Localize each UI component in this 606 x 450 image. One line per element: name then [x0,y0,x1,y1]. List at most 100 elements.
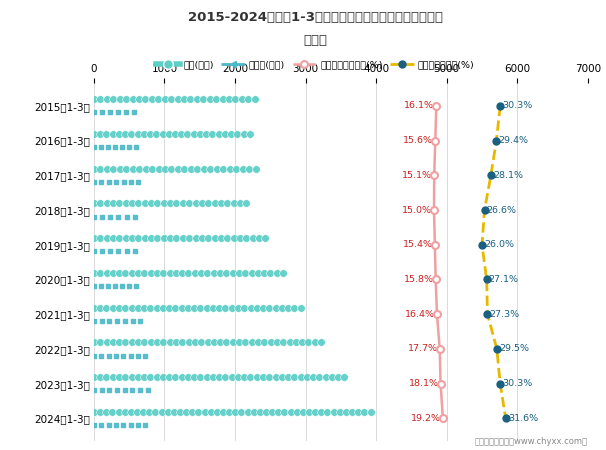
Point [127,339,136,346]
Point [89,304,99,311]
Point [202,339,212,346]
Point [110,144,120,151]
Point [153,200,162,207]
Point [112,178,121,185]
Point [304,408,314,415]
Point [108,165,118,172]
Point [133,234,143,242]
Text: 15.8%: 15.8% [404,275,433,284]
Point [353,408,363,415]
Point [95,269,105,276]
Point [96,165,105,172]
Point [108,374,118,381]
Point [231,165,241,172]
Point [105,213,115,220]
Point [341,408,351,415]
Point [141,165,150,172]
Point [277,374,287,381]
Point [261,408,271,415]
Point [244,165,254,172]
Point [239,304,249,311]
Point [159,200,168,207]
Point [189,374,199,381]
Point [196,269,206,276]
Point [114,248,124,255]
Point [177,374,187,381]
Point [102,200,112,207]
Point [239,130,248,138]
Point [229,234,239,242]
Point [133,304,142,311]
Point [231,96,241,103]
Point [292,408,302,415]
Point [159,234,168,242]
Point [208,374,218,381]
Point [121,109,131,116]
Point [95,130,105,138]
Point [178,269,187,276]
Point [251,165,261,172]
Point [178,200,188,207]
Point [316,339,326,346]
Point [183,304,193,311]
Point [127,269,136,276]
Point [218,96,227,103]
Point [259,339,269,346]
Point [221,374,230,381]
Point [121,304,130,311]
Point [104,387,114,394]
Point [107,408,117,415]
Point [126,178,136,185]
Point [285,339,295,346]
Point [96,352,106,359]
Point [209,269,219,276]
Point [133,339,143,346]
Point [321,374,330,381]
Point [120,387,130,394]
Text: 26.6%: 26.6% [487,206,517,215]
Point [298,408,308,415]
Point [132,144,141,151]
Point [114,213,124,220]
Text: 15.1%: 15.1% [402,171,432,180]
Point [233,130,242,138]
Point [159,339,168,346]
Point [141,96,150,103]
Point [245,130,255,138]
Point [98,213,107,220]
Point [89,317,99,324]
Point [152,374,161,381]
Point [136,317,145,324]
Point [121,339,130,346]
Point [134,96,144,103]
Point [170,130,180,138]
Point [221,304,230,311]
Point [196,374,205,381]
Point [202,269,212,276]
Point [165,234,175,242]
Point [105,109,115,116]
Point [130,213,140,220]
Point [132,283,141,290]
Point [102,269,112,276]
Point [304,339,313,346]
Point [208,130,218,138]
Point [104,352,113,359]
Point [89,339,99,346]
Point [124,283,134,290]
Point [127,374,136,381]
Point [200,408,210,415]
Point [171,339,181,346]
Point [196,304,205,311]
Point [140,234,150,242]
Point [365,408,375,415]
Point [128,96,138,103]
Point [126,352,136,359]
Point [164,304,174,311]
Point [89,165,99,172]
Point [254,234,264,242]
Point [186,165,196,172]
Point [108,304,118,311]
Point [158,269,168,276]
Point [121,200,130,207]
